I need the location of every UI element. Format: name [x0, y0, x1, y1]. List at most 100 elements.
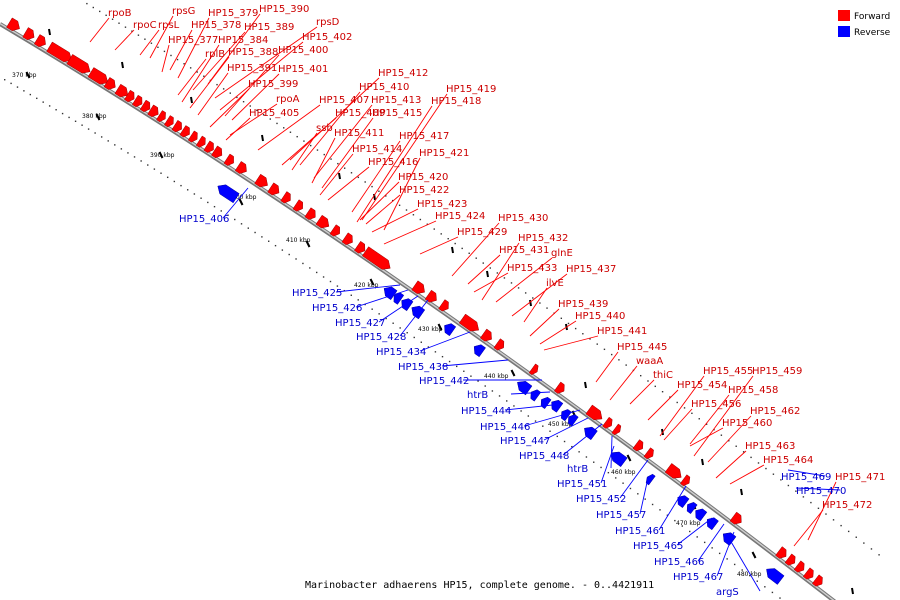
reverse-gene-label: HP15_466: [654, 557, 704, 568]
tick-mark-minor: [420, 341, 422, 343]
forward-leader-line: [523, 287, 548, 323]
tick-mark-minor: [42, 101, 44, 103]
forward-gene-label: HP15_405: [249, 108, 299, 119]
reverse-gene-arrow: [568, 414, 579, 427]
forward-gene-arrow: [33, 34, 46, 48]
reverse-gene-arrow: [706, 517, 719, 531]
forward-gene-label: HP15_445: [617, 342, 667, 353]
tick-mark-minor: [802, 496, 805, 498]
forward-gene-arrow: [632, 439, 644, 452]
tick-mark-minor: [240, 223, 243, 225]
tick-mark-minor: [563, 440, 566, 443]
tick-mark-minor: [183, 63, 185, 65]
forward-gene-label: HP15_430: [498, 213, 548, 224]
tick-mark-minor: [227, 214, 229, 216]
forward-leader-line: [473, 272, 509, 293]
reverse-gene-arrow: [393, 292, 405, 305]
forward-gene-arrow: [267, 182, 280, 196]
tick-mark-minor: [491, 390, 494, 392]
forward-leader-line: [595, 351, 619, 383]
tick-mark-minor: [461, 247, 463, 250]
forward-gene-label: HP15_420: [398, 172, 448, 183]
tick-mark-minor: [427, 346, 430, 348]
forward-leader-line: [383, 220, 437, 245]
forward-gene-label: HP15_439: [558, 299, 608, 310]
tick-mark-minor: [268, 240, 270, 242]
forward-gene-label: HP15_416: [368, 157, 418, 168]
tick-marks: 370 kbp 380 kbp 390 kbp 400 kbp 410 kbp 420 k…: [4, 2, 880, 599]
forward-gene-label: HP15_389: [244, 22, 294, 33]
tick-mark-minor: [310, 144, 312, 147]
tick-mark-minor: [741, 569, 743, 571]
tick-mark-minor: [288, 253, 290, 256]
tick-mark-major: [510, 369, 516, 377]
forward-gene-arrow: [114, 83, 129, 98]
forward-gene-arrow: [354, 240, 366, 254]
forward-leader-line: [543, 335, 599, 351]
reverse-gene-arrow: [686, 502, 698, 515]
tick-mark-major: [158, 151, 164, 159]
tick-mark-minor: [847, 530, 850, 533]
tick-mark-minor: [589, 338, 591, 340]
forward-gene-arrow: [793, 560, 805, 573]
tick-mark-minor: [498, 395, 501, 397]
tick-mark-major: [25, 71, 31, 79]
forward-gene-label: HP15_402: [302, 32, 352, 43]
tick-mark-minor: [92, 6, 94, 9]
tick-mark-minor: [654, 385, 656, 388]
tick-mark-minor: [556, 435, 558, 438]
reverse-leader-line: [787, 469, 826, 477]
reverse-leader-line: [716, 531, 735, 577]
tick-mark-minor: [661, 391, 664, 393]
forward-leader-line: [371, 208, 419, 233]
reverse-gene-label: HP15_451: [557, 479, 607, 490]
tick-mark-minor: [105, 14, 107, 17]
forward-leader-line: [659, 375, 705, 437]
tick-mark-minor: [309, 267, 311, 269]
reverse-gene-label: HP15_467: [673, 572, 723, 583]
tick-mark-minor: [779, 597, 781, 599]
tick-mark-minor: [399, 327, 401, 329]
tick-mark-minor: [276, 122, 278, 125]
tick-mark-minor: [216, 83, 218, 86]
tick-mark-minor: [718, 552, 721, 555]
tick-mark-minor: [302, 262, 304, 265]
tick-mark-minor: [281, 249, 284, 251]
forward-leader-line: [89, 17, 110, 43]
tick-mark-minor: [385, 317, 387, 320]
tick-mark-minor: [639, 374, 642, 377]
reverse-gene-label: HP15_446: [480, 422, 530, 433]
reverse-gene-label: HP15_469: [781, 472, 831, 483]
backbone: [0, 22, 837, 600]
reverse-leader-line: [222, 187, 249, 219]
forward-gene-arrow: [139, 99, 151, 113]
caption: Marinobacter adhaerens HP15, complete ge…: [305, 580, 654, 591]
tick-mark-minor: [532, 297, 534, 299]
forward-leader-line: [114, 29, 135, 51]
tick-mark-minor: [303, 140, 305, 142]
forward-leader-line: [281, 117, 337, 166]
tick-mark-minor: [733, 563, 736, 566]
forward-leader-line: [231, 73, 280, 121]
forward-gene-arrow: [187, 130, 198, 143]
forward-leader-line: [693, 375, 754, 457]
tick-mark-minor: [757, 462, 760, 464]
tick-mark-minor: [357, 176, 360, 179]
tick-mark-minor: [610, 353, 613, 356]
forward-leader-line: [495, 257, 553, 303]
tick-mark-minor: [825, 513, 827, 515]
forward-gene-arrow: [171, 119, 182, 133]
forward-leader-line: [139, 29, 160, 56]
forward-gene-arrow: [292, 199, 303, 212]
tick-mark-minor: [560, 317, 563, 320]
forward-gene-arrow: [234, 161, 247, 174]
forward-leader-line: [169, 29, 193, 71]
forward-leader-line: [319, 153, 354, 196]
forward-gene-label: HP15_424: [435, 211, 485, 222]
tick-mark-minor: [539, 302, 541, 304]
forward-gene-label: HP15_388: [228, 47, 278, 58]
tick-mark-minor: [603, 348, 606, 351]
tick-mark-minor: [771, 591, 774, 594]
tick-mark-minor: [371, 308, 373, 310]
tick-mark-minor: [55, 109, 57, 111]
